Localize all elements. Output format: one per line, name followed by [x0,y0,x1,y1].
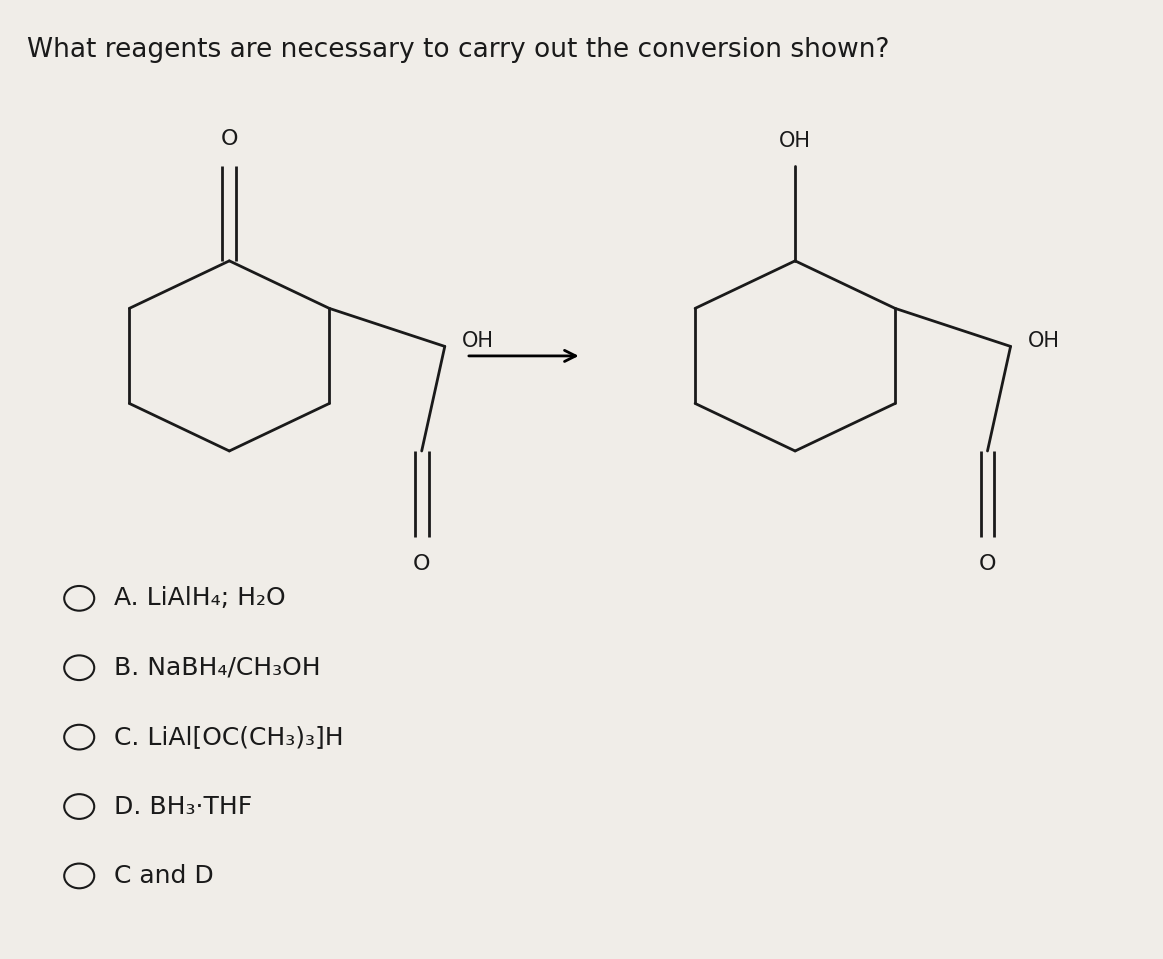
Text: OH: OH [462,331,494,351]
Text: B. NaBH₄/CH₃OH: B. NaBH₄/CH₃OH [114,656,321,680]
Text: OH: OH [779,130,811,151]
Text: C and D: C and D [114,864,214,888]
Text: O: O [979,553,997,573]
Text: D. BH₃·THF: D. BH₃·THF [114,794,252,819]
Text: C. LiAl[OC(CH₃)₃]H: C. LiAl[OC(CH₃)₃]H [114,725,343,749]
Text: OH: OH [1028,331,1059,351]
Text: What reagents are necessary to carry out the conversion shown?: What reagents are necessary to carry out… [27,37,890,63]
Text: O: O [221,129,238,149]
Text: O: O [413,553,430,573]
Text: A. LiAlH₄; H₂O: A. LiAlH₄; H₂O [114,586,285,610]
